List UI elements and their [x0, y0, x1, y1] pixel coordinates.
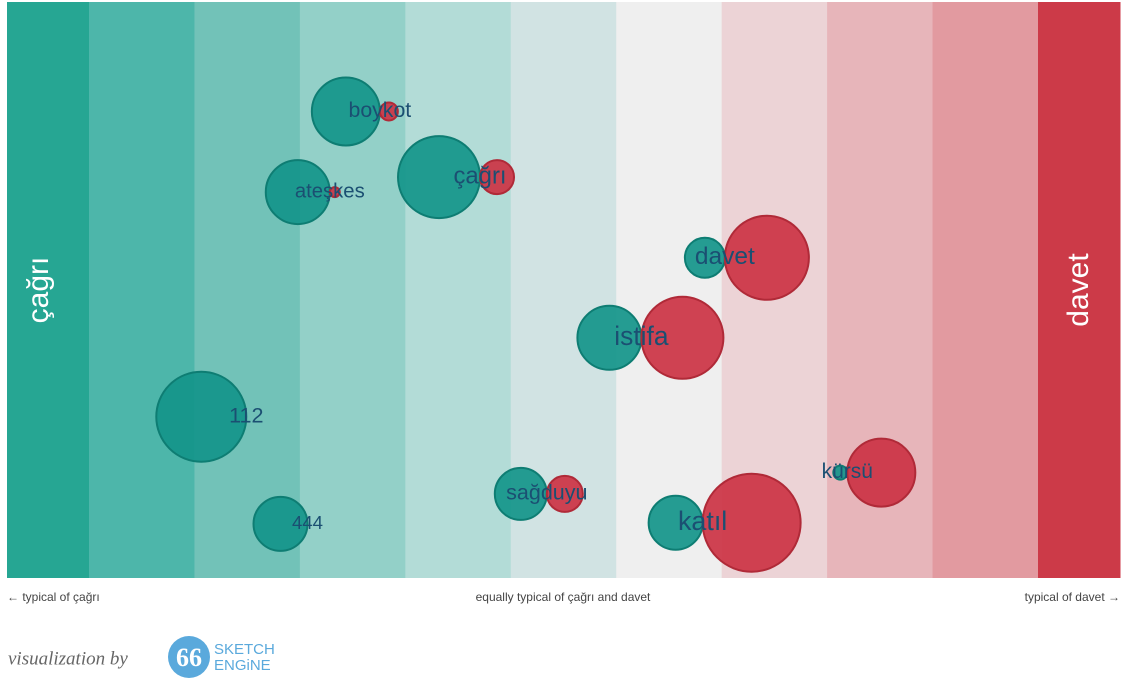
- word-label: sağduyu: [506, 481, 587, 505]
- band: [89, 2, 195, 578]
- word-label: 444: [292, 512, 323, 533]
- band: [405, 2, 512, 578]
- word-label: davet: [695, 243, 755, 270]
- word-label: katıl: [678, 506, 727, 536]
- word-label: 112: [229, 402, 263, 427]
- bubble-second: [723, 214, 810, 301]
- word-label: boykot: [348, 98, 411, 122]
- left-term: çağrı: [22, 257, 55, 324]
- bubble-second: [846, 437, 917, 508]
- footer-text: visualization by: [8, 648, 128, 669]
- band: [7, 2, 90, 578]
- logo-circle: [168, 636, 210, 678]
- bubble-second: [545, 474, 584, 513]
- band: [1038, 2, 1121, 578]
- word-labels: boykot ateşkes çağrı davet istifa 112 444 sağdu…: [229, 98, 873, 536]
- band: [932, 2, 1039, 578]
- band: [194, 2, 301, 578]
- logo-line2: ENGiNE: [214, 657, 271, 674]
- axis-label-left: ← typical of çağrı: [7, 590, 100, 604]
- bubble-second: [701, 472, 802, 573]
- bubble-first: [155, 370, 248, 463]
- logo-line1: SKETCH: [214, 641, 275, 658]
- bubble-second: [640, 295, 725, 380]
- bubble-second: [328, 186, 341, 199]
- right-term: davet: [1062, 253, 1095, 327]
- band: [616, 2, 723, 578]
- bubble-first: [252, 495, 309, 552]
- logo-glyph: 66: [176, 643, 202, 672]
- axis-label-center: equally typical of çağrı and davet: [476, 590, 651, 604]
- bubble-second: [378, 101, 399, 122]
- bubble-second: [479, 159, 516, 196]
- word-label: ateşkes: [295, 180, 365, 202]
- axis-label-right: typical of davet →: [1025, 590, 1120, 604]
- bubbles: [155, 76, 917, 573]
- word-label: kürsü: [822, 460, 873, 483]
- logo: 66 SKETCH ENGiNE: [168, 636, 275, 678]
- word-label: çağrı: [453, 162, 506, 189]
- word-label: istifa: [614, 321, 669, 351]
